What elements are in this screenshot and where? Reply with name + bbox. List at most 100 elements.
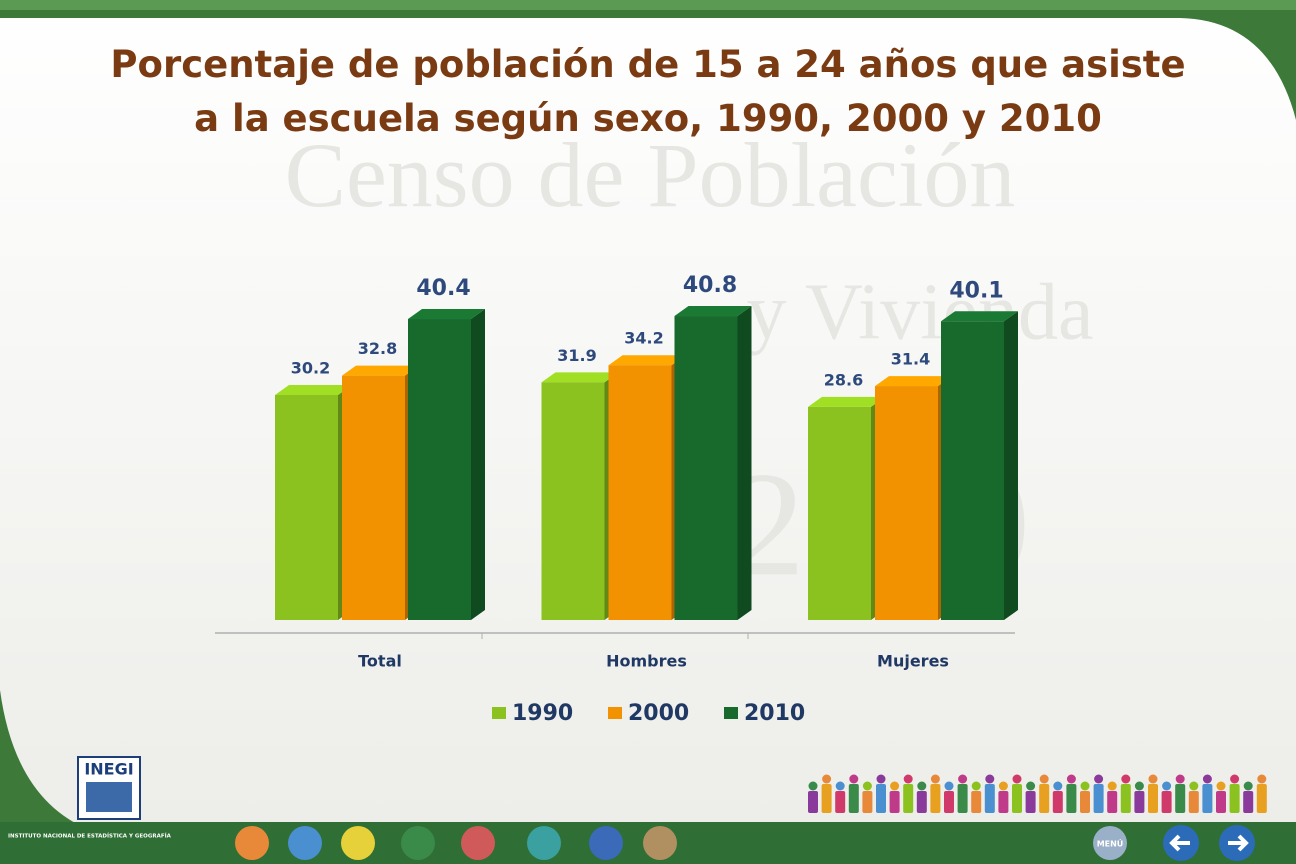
- bar-top: [808, 396, 885, 407]
- person-head: [835, 781, 845, 791]
- person: [903, 784, 914, 813]
- data-label: 30.2: [291, 359, 330, 378]
- menu-button[interactable]: MENÚ: [1093, 826, 1127, 860]
- person-head: [1257, 774, 1267, 784]
- nav-icon[interactable]: [235, 826, 269, 860]
- bar: [408, 319, 471, 620]
- data-label: 31.9: [557, 346, 596, 365]
- arrow-right: [1228, 834, 1249, 852]
- person-head: [998, 781, 1008, 791]
- top-bar-highlight: [0, 0, 1296, 10]
- person-head: [1080, 781, 1090, 791]
- person-head: [808, 781, 818, 791]
- person-head: [849, 774, 859, 784]
- top-bar: [0, 0, 1296, 120]
- bar-side: [737, 306, 752, 620]
- person: [930, 784, 941, 813]
- person-head: [1107, 781, 1117, 791]
- person: [1066, 784, 1077, 813]
- person: [944, 791, 954, 813]
- person: [1093, 784, 1104, 813]
- person-head: [890, 781, 900, 791]
- person-head: [876, 774, 886, 784]
- person: [1012, 784, 1022, 813]
- legend-label: 1990: [512, 701, 573, 726]
- person-head: [1148, 774, 1158, 784]
- person-head: [958, 774, 968, 784]
- legend-label: 2000: [628, 701, 689, 726]
- person: [862, 791, 873, 813]
- legend-label: 2010: [744, 701, 805, 726]
- person: [1243, 791, 1254, 813]
- bar: [674, 316, 738, 620]
- nav-icon[interactable]: [341, 826, 375, 860]
- logo: INEGI: [77, 756, 141, 820]
- person-head: [1216, 781, 1226, 791]
- data-label: 40.1: [949, 278, 1003, 303]
- person-head: [930, 774, 940, 784]
- person-head: [1039, 774, 1049, 784]
- left-curve: [0, 690, 90, 830]
- logo-name: INEGI: [84, 760, 133, 779]
- person-head: [917, 781, 927, 791]
- bar-top: [875, 376, 952, 387]
- person-head: [1026, 781, 1036, 791]
- nav-icons: [235, 825, 1255, 861]
- bar-top: [275, 385, 352, 396]
- legend-swatch: [492, 707, 506, 719]
- bar-top: [941, 311, 1018, 322]
- bar-top: [608, 355, 686, 366]
- logo-grid: [86, 782, 132, 812]
- person: [1039, 784, 1050, 813]
- person: [876, 784, 886, 813]
- bar-top: [541, 372, 619, 383]
- person-head: [1175, 774, 1185, 784]
- bar: [875, 386, 938, 620]
- person-head: [903, 774, 913, 784]
- person: [1080, 791, 1090, 813]
- bar: [608, 365, 672, 620]
- nav-icon[interactable]: [401, 826, 435, 860]
- bar-side: [1004, 311, 1018, 620]
- chart: 30.2 31.9 28.6 32.8 34.2 31.4 40.4 40.8 40.1 Tota…: [215, 273, 1018, 726]
- person-head: [822, 774, 832, 784]
- chart-title: Porcentaje de población de 15 a 24 años …: [110, 43, 1186, 140]
- person: [808, 791, 818, 813]
- person: [1188, 791, 1199, 813]
- watermark-text: y Vivienda: [747, 268, 1094, 356]
- person: [848, 784, 859, 813]
- data-label: 32.8: [358, 339, 397, 358]
- person: [971, 791, 982, 813]
- menu-circle[interactable]: [1093, 826, 1127, 860]
- person-head: [1094, 774, 1104, 784]
- data-label: 40.8: [683, 273, 737, 298]
- bar: [941, 321, 1004, 620]
- person-head: [1162, 781, 1172, 791]
- bar: [808, 406, 871, 620]
- person: [957, 784, 968, 813]
- bar: [342, 375, 405, 620]
- person: [1202, 784, 1213, 813]
- person: [1161, 791, 1172, 813]
- person-head: [1121, 774, 1131, 784]
- nav-icon[interactable]: [589, 826, 623, 860]
- person-head: [944, 781, 954, 791]
- nav-icon[interactable]: [643, 826, 677, 860]
- person: [1107, 791, 1118, 813]
- nav-icon[interactable]: [461, 826, 495, 860]
- person: [1256, 784, 1267, 813]
- person: [916, 791, 927, 813]
- people-decoration: [808, 774, 1267, 813]
- nav-icon[interactable]: [527, 826, 561, 860]
- menu-label[interactable]: MENÚ: [1097, 838, 1124, 849]
- bar-top: [674, 306, 752, 317]
- person: [1175, 784, 1186, 813]
- legend-swatch: [724, 707, 738, 719]
- person: [889, 791, 900, 813]
- nav-icon[interactable]: [288, 826, 322, 860]
- bar-top: [342, 365, 419, 376]
- person: [835, 791, 846, 813]
- person-head: [985, 774, 995, 784]
- x-tick-label: Hombres: [606, 652, 687, 671]
